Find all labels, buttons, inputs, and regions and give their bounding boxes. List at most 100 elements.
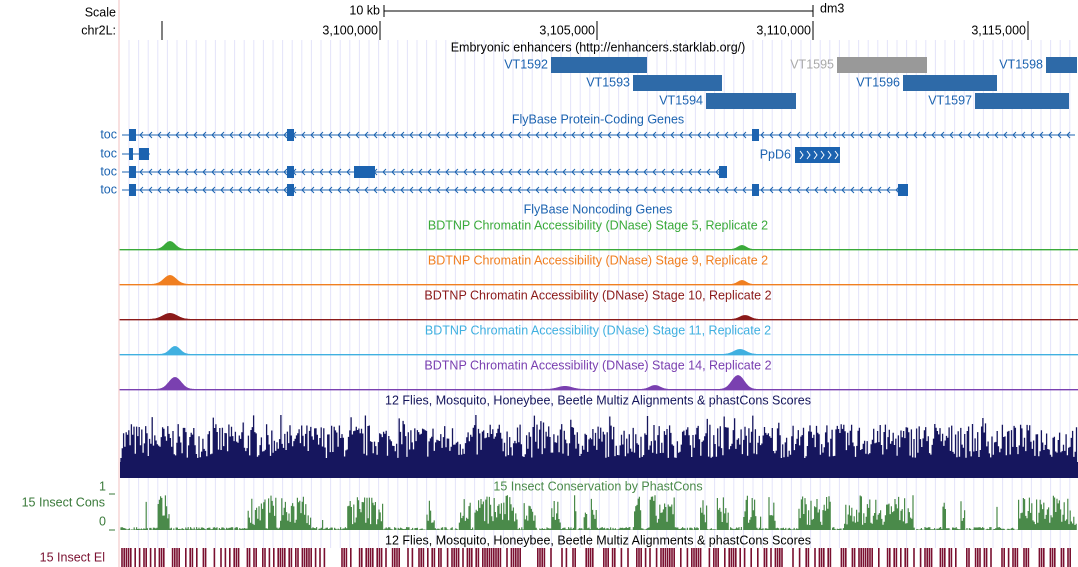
strand-arrow <box>634 186 639 194</box>
strand-arrow <box>427 186 432 194</box>
signal <box>119 312 1078 321</box>
strand-arrow <box>589 186 594 194</box>
strand-arrow <box>310 168 315 176</box>
strand-arrow <box>859 131 864 139</box>
strand-arrow <box>625 168 630 176</box>
strand-arrow <box>229 131 234 139</box>
strand-arrow <box>706 168 711 176</box>
strand-arrow <box>859 186 864 194</box>
strand-arrow <box>616 131 621 139</box>
gene-label: toc <box>100 146 117 160</box>
strand-arrow <box>652 186 657 194</box>
strand-arrow <box>400 168 405 176</box>
strand-arrow <box>409 168 414 176</box>
strand-arrow <box>481 168 486 176</box>
signal <box>119 274 1078 286</box>
exon <box>752 184 759 196</box>
strand-arrow <box>544 131 549 139</box>
strand-arrow <box>553 168 558 176</box>
strand-arrow <box>688 186 693 194</box>
strand-arrow <box>724 186 729 194</box>
strand-arrow <box>1066 131 1071 139</box>
strand-arrow <box>454 168 459 176</box>
exon <box>719 166 727 178</box>
axis-label: 0 <box>99 514 106 528</box>
enhancer <box>837 57 927 73</box>
strand-arrow <box>679 131 684 139</box>
strand-arrow <box>418 168 423 176</box>
strand-arrow <box>571 168 576 176</box>
strand-arrow <box>778 131 783 139</box>
strand-arrow <box>490 186 495 194</box>
strand-arrow <box>301 186 306 194</box>
strand-arrow <box>454 186 459 194</box>
track-title: 15 Insect Conservation by PhastCons <box>493 479 702 493</box>
strand-arrow <box>463 168 468 176</box>
strand-arrow <box>580 131 585 139</box>
strand-arrow <box>337 131 342 139</box>
strand-arrow <box>562 186 567 194</box>
strand-arrow <box>841 131 846 139</box>
strand-arrow <box>139 131 144 139</box>
strand-arrow <box>796 186 801 194</box>
track-title: Embryonic enhancers (http://enhancers.st… <box>451 40 746 54</box>
strand-arrow <box>301 131 306 139</box>
strand-arrow <box>166 131 171 139</box>
strand-arrow <box>616 186 621 194</box>
strand-arrow <box>787 131 792 139</box>
gene-label: PpD6 <box>760 147 791 161</box>
strand-arrow <box>139 186 144 194</box>
strand-arrow <box>931 131 936 139</box>
strand-arrow <box>265 186 270 194</box>
strand-arrow <box>850 186 855 194</box>
strand-arrow <box>283 168 288 176</box>
strand-arrow <box>193 186 198 194</box>
enhancer <box>706 93 796 109</box>
exon <box>354 166 375 178</box>
strand-arrow <box>706 186 711 194</box>
strand-arrow <box>400 131 405 139</box>
strand-arrow <box>562 131 567 139</box>
strand-arrow <box>868 186 873 194</box>
strand-arrow <box>526 186 531 194</box>
strand-arrow <box>229 168 234 176</box>
strand-arrow <box>994 131 999 139</box>
strand-arrow <box>688 131 693 139</box>
strand-arrow <box>211 168 216 176</box>
strand-arrow <box>742 186 747 194</box>
strand-arrow <box>247 131 252 139</box>
strand-arrow <box>256 131 261 139</box>
enhancer-label: VT1592 <box>504 57 548 71</box>
exon <box>752 129 759 141</box>
strand-arrow <box>571 186 576 194</box>
strand-arrow <box>454 131 459 139</box>
strand-arrow <box>355 186 360 194</box>
strand-arrow <box>175 131 180 139</box>
strand-arrow <box>157 131 162 139</box>
strand-arrow <box>472 168 477 176</box>
strand-arrow <box>328 168 333 176</box>
strand-arrow <box>409 186 414 194</box>
strand-arrow <box>652 168 657 176</box>
multiz-base <box>120 462 1078 478</box>
enhancer <box>633 75 722 91</box>
strand-arrow <box>976 131 981 139</box>
strand-arrow <box>157 186 162 194</box>
exon <box>898 184 908 196</box>
strand-arrow <box>265 168 270 176</box>
gene-label: toc <box>100 164 117 178</box>
strand-arrow <box>697 131 702 139</box>
strand-arrow <box>175 186 180 194</box>
strand-arrow <box>625 131 630 139</box>
exon <box>287 184 294 196</box>
strand-arrow <box>670 131 675 139</box>
ruler-position: 3,115,000 <box>971 23 1026 37</box>
strand-arrow <box>850 131 855 139</box>
strand-arrow <box>337 168 342 176</box>
strand-arrow <box>445 168 450 176</box>
gene-label: toc <box>100 182 117 196</box>
enhancer-label: VT1593 <box>586 75 630 89</box>
strand-arrow <box>949 131 954 139</box>
strand-arrow <box>715 131 720 139</box>
